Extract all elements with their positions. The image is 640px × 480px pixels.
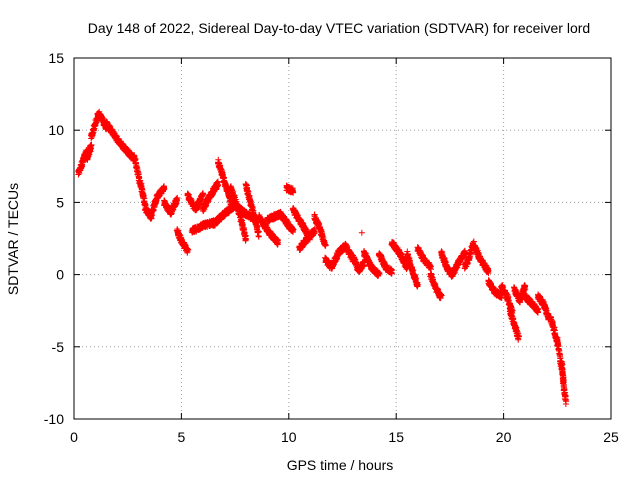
chart-title: Day 148 of 2022, Sidereal Day-to-day VTE… <box>88 20 590 36</box>
data-point <box>142 200 149 207</box>
y-tick-labels: -10 -5 0 5 10 15 <box>44 50 64 427</box>
x-tick-label: 10 <box>281 429 297 445</box>
data-point <box>140 192 147 199</box>
y-tick-label: 10 <box>48 122 64 138</box>
x-tick-label: 0 <box>70 429 78 445</box>
y-axis-label: SDTVAR / TECUs <box>5 183 21 295</box>
data-point <box>134 168 141 175</box>
data-points <box>75 108 570 407</box>
x-tick-label: 20 <box>496 429 512 445</box>
x-axis-label: GPS time / hours <box>287 457 394 473</box>
data-point <box>92 122 99 129</box>
data-point <box>358 229 365 236</box>
data-point <box>172 200 179 207</box>
x-tick-label: 5 <box>178 429 186 445</box>
data-point <box>161 183 168 190</box>
data-point <box>515 336 522 343</box>
y-tick-label: 5 <box>56 194 64 210</box>
data-point <box>255 233 262 240</box>
data-point <box>87 142 94 149</box>
plot-frame <box>73 57 612 420</box>
axis-ticks <box>73 57 612 420</box>
data-point <box>174 194 181 201</box>
y-tick-label: -10 <box>44 411 64 427</box>
y-tick-label: 0 <box>56 267 64 283</box>
x-tick-labels: 0 5 10 15 20 25 <box>70 429 619 445</box>
x-tick-label: 15 <box>388 429 404 445</box>
data-point <box>562 401 569 407</box>
y-tick-label: 15 <box>48 50 64 66</box>
x-tick-label: 25 <box>603 429 619 445</box>
y-tick-label: -5 <box>52 339 65 355</box>
grid <box>74 58 611 419</box>
